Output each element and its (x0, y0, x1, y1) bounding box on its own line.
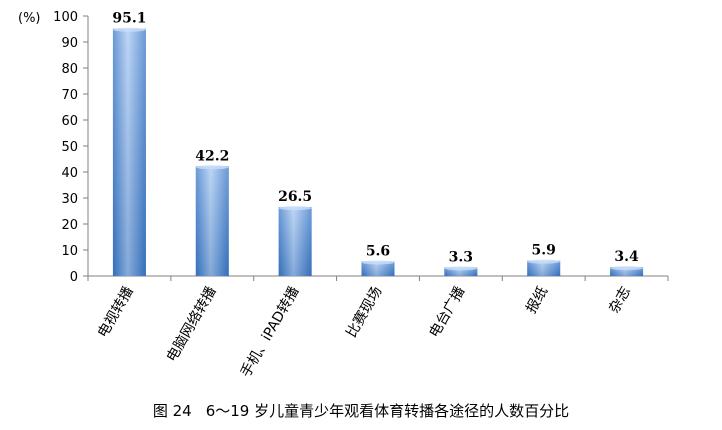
bar-shade (527, 260, 561, 276)
data-label: 5.9 (532, 243, 556, 259)
data-label: 3.4 (614, 249, 639, 265)
x-tick-label: 电台广播 (426, 284, 468, 340)
y-tick-label: 100 (53, 10, 78, 25)
bar-shade (610, 267, 644, 276)
y-tick-label: 70 (61, 88, 78, 103)
y-tick-label: 0 (70, 270, 78, 285)
y-unit-label: (%) (18, 11, 41, 26)
x-tick-label: 电脑网络转播 (164, 284, 220, 365)
data-label: 42.2 (195, 148, 229, 164)
y-tick-label: 50 (61, 140, 78, 155)
data-label: 3.3 (449, 249, 473, 265)
bar-shade (195, 166, 229, 276)
x-tick-label: 手机、iPAD转播 (238, 284, 303, 380)
bar-cap (278, 206, 312, 211)
bar-shade (361, 261, 395, 276)
bar-shade (278, 207, 312, 276)
x-tick-label: 比赛现场 (344, 284, 386, 340)
figure-caption: 图 24 6～19 岁儿童青少年观看体育转播各途径的人数百分比 (0, 400, 722, 421)
y-tick-label: 30 (61, 192, 78, 207)
data-label: 95.1 (112, 11, 146, 27)
bar-cap (195, 165, 229, 170)
bar-cap (361, 260, 395, 265)
bar-cap (527, 259, 561, 264)
x-tick-label: 电视转播 (95, 284, 137, 340)
data-label: 26.5 (278, 189, 312, 205)
y-tick-label: 40 (61, 166, 78, 181)
x-tick-label: 报纸 (523, 284, 551, 316)
bar-shade (444, 267, 478, 276)
bar-shade (112, 28, 146, 276)
y-tick-label: 20 (61, 218, 78, 233)
x-tick-label: 杂志 (606, 284, 634, 316)
y-tick-label: 60 (61, 114, 78, 129)
y-tick-label: 80 (61, 62, 78, 77)
figure-number: 图 24 (152, 402, 192, 420)
bar-cap (610, 266, 644, 271)
chart-svg: (%) 0 10 20 30 40 50 60 70 80 90 100 95.1 电视转播 42.2 电脑网… (18, 10, 669, 380)
y-tick-label: 10 (61, 244, 78, 259)
data-label: 5.6 (366, 243, 390, 259)
figure-title: 6～19 岁儿童青少年观看体育转播各途径的人数百分比 (205, 402, 570, 420)
bar-cap (444, 266, 478, 271)
bar-chart: (%) 0 10 20 30 40 50 60 70 80 90 100 95.1 电视转播 42.2 电脑网… (18, 10, 669, 380)
bar-cap (112, 27, 146, 32)
y-tick-label: 90 (61, 36, 78, 51)
